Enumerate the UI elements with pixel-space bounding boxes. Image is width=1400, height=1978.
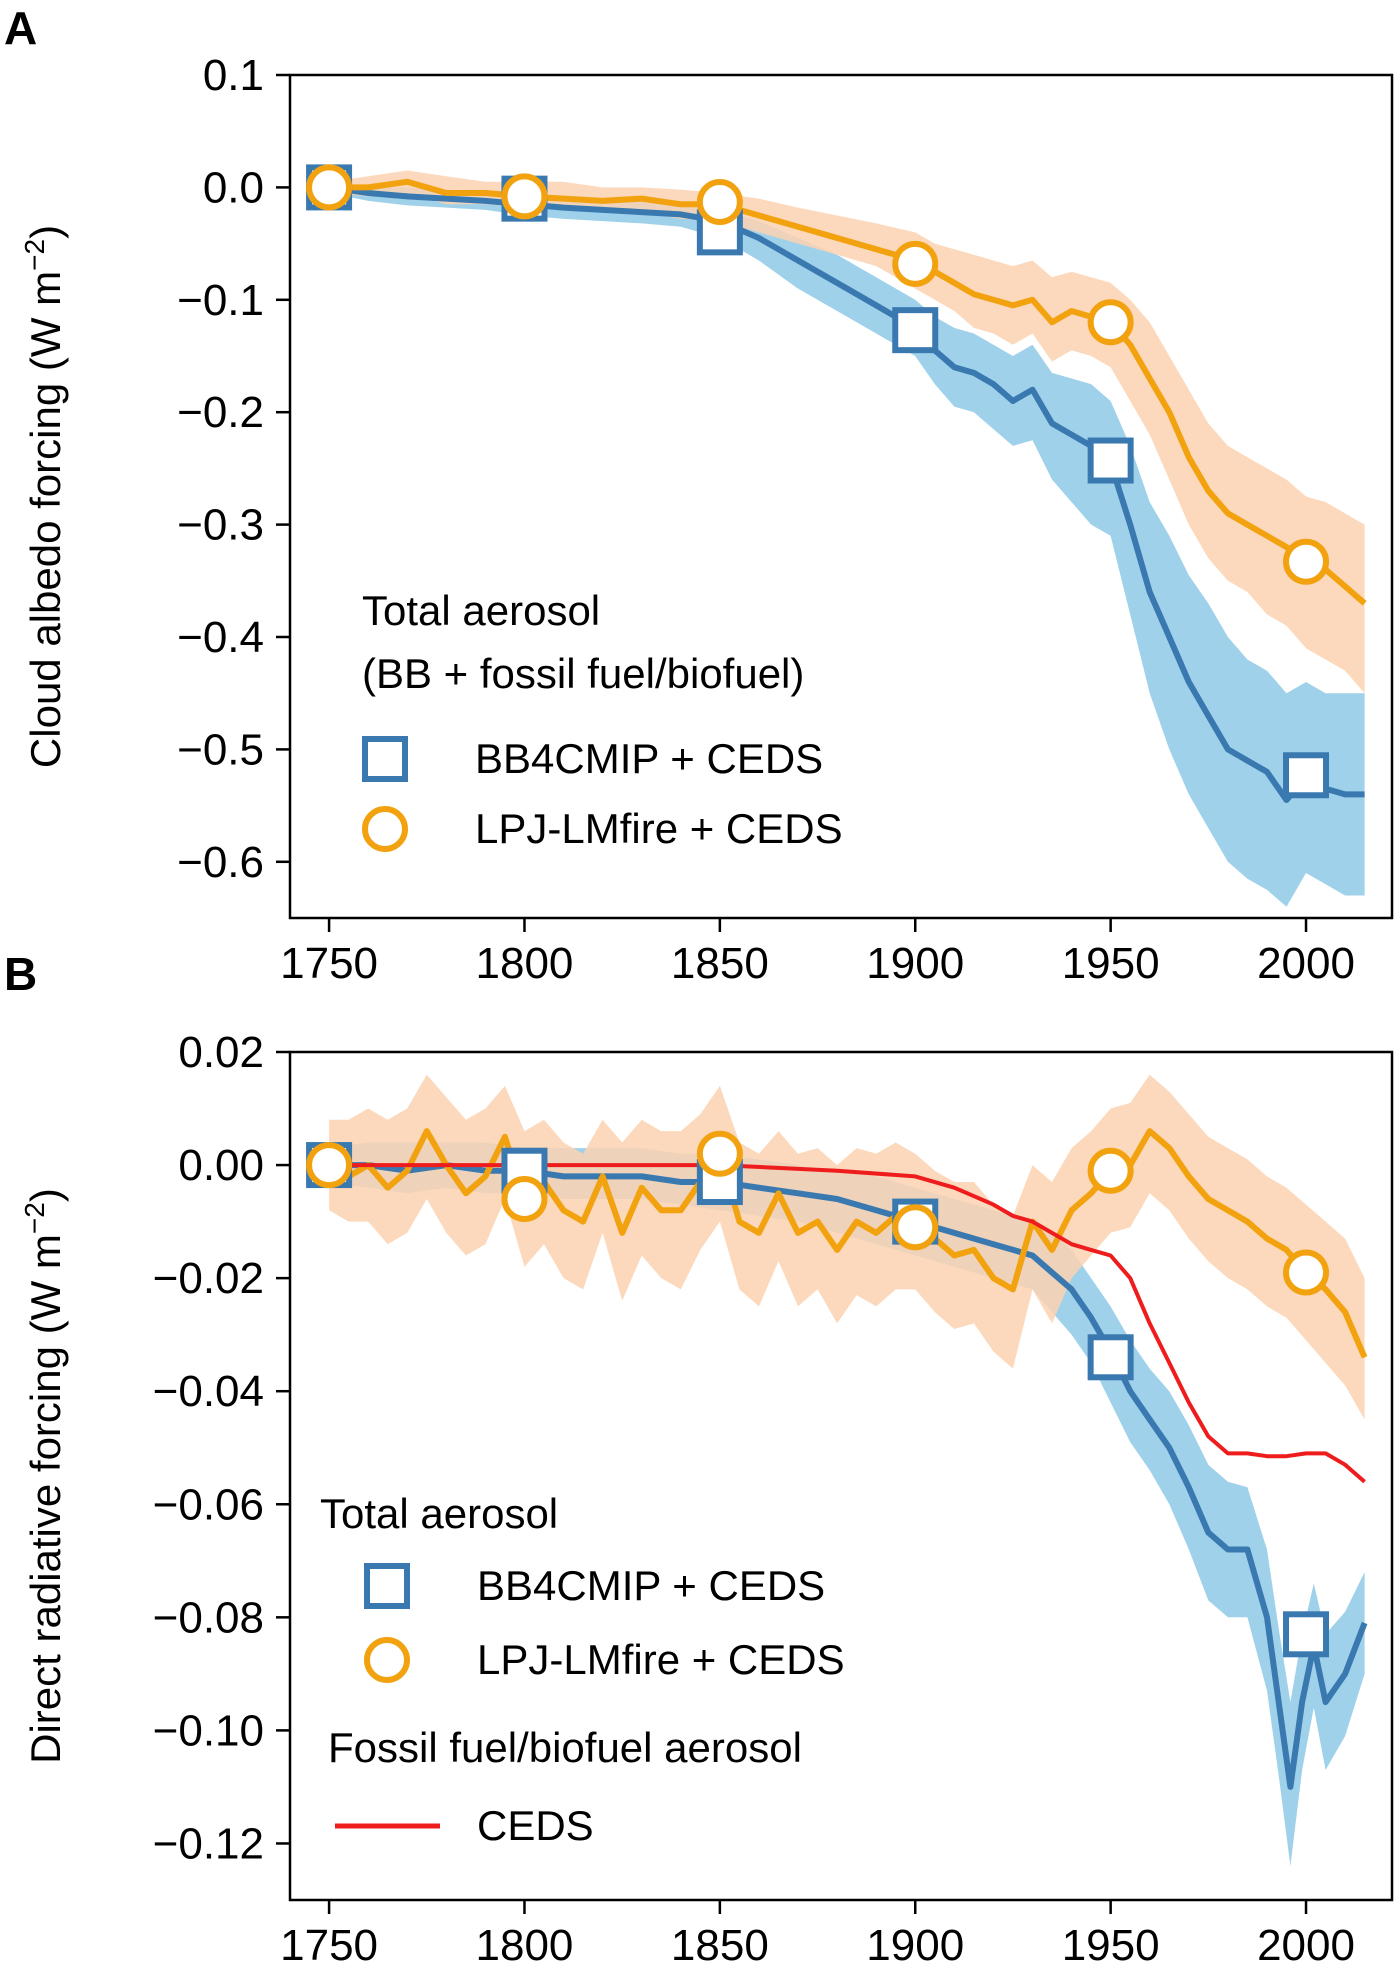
- y-tick-label: −0.6: [177, 838, 264, 887]
- band-bb4cmip-ceds: [329, 1142, 1365, 1867]
- panel-label: A: [4, 2, 37, 54]
- data-point-circle: [501, 173, 548, 220]
- x-tick-label: 1800: [476, 939, 574, 988]
- legend-marker-square: [364, 1563, 410, 1609]
- series-line-ceds: [329, 1163, 1366, 1484]
- legend-label: LPJ-LMfire + CEDS: [477, 1636, 845, 1683]
- y-tick-label: −0.1: [177, 276, 264, 325]
- y-tick-label: −0.10: [153, 1706, 264, 1755]
- x-tick-label: 1950: [1062, 939, 1160, 988]
- data-point-circle: [501, 1175, 548, 1222]
- y-axis-label: Direct radiative forcing (W m−2): [19, 1188, 69, 1764]
- y-tick-label: −0.08: [153, 1593, 264, 1642]
- data-point-circle: [1087, 1147, 1134, 1194]
- data-point-circle: [1283, 538, 1330, 585]
- series-line-lpj-lmfire-ceds: [327, 1128, 1368, 1359]
- x-tick-label: 1900: [866, 939, 964, 988]
- y-tick-label: −0.2: [177, 388, 264, 437]
- data-point-circle: [306, 1142, 353, 1189]
- band-bb4cmip-ceds: [329, 187, 1365, 907]
- data-point-circle: [696, 1130, 743, 1177]
- legend-label: LPJ-LMfire + CEDS: [475, 805, 843, 852]
- y-tick-label: −0.5: [177, 725, 264, 774]
- x-tick-label: 1750: [280, 1921, 378, 1970]
- y-tick-label: 0.02: [178, 1028, 264, 1077]
- data-point-circle: [696, 179, 743, 226]
- legend-marker-circle: [362, 806, 408, 852]
- y-tick-label: −0.04: [153, 1367, 264, 1416]
- series-line-lpj-lmfire-ceds: [329, 178, 1367, 606]
- data-point-square: [1087, 1334, 1134, 1381]
- data-point-circle: [1087, 299, 1134, 346]
- x-tick-label: 1950: [1062, 1921, 1160, 1970]
- data-point-square: [1283, 752, 1330, 799]
- legend-label: BB4CMIP + CEDS: [477, 1562, 825, 1609]
- legend-marker-circle: [364, 1637, 410, 1683]
- legend-title-2: Fossil fuel/biofuel aerosol: [328, 1724, 802, 1771]
- legend: Total aerosol (BB + fossil fuel/biofuel) B…: [362, 587, 843, 852]
- data-point-circle: [892, 1204, 939, 1251]
- x-tick-label: 1800: [476, 1921, 574, 1970]
- legend-label: CEDS: [477, 1802, 594, 1849]
- band-lpj-lmfire-ceds: [329, 1074, 1365, 1420]
- x-tick-label: 2000: [1257, 1921, 1355, 1970]
- y-tick-label: −0.4: [177, 613, 264, 662]
- y-tick-label: −0.3: [177, 501, 264, 550]
- data-point-square: [892, 307, 939, 354]
- series-line-bb4cmip-ceds: [329, 1162, 1368, 1790]
- data-point-square: [1283, 1611, 1330, 1658]
- legend-marker-square: [362, 736, 408, 782]
- legend-title: Total aerosol: [362, 587, 600, 634]
- y-tick-label: 0.00: [178, 1141, 264, 1190]
- y-tick-label: −0.06: [153, 1480, 264, 1529]
- x-tick-label: 1850: [671, 1921, 769, 1970]
- y-axis-label: Cloud albedo forcing (W m−2): [19, 225, 69, 768]
- axes-frame: [288, 73, 1394, 920]
- legend: Total aerosol BB4CMIP + CEDS LPJ-LMfire + …: [320, 1490, 845, 1849]
- y-tick-label: −0.02: [153, 1254, 264, 1303]
- data-point-circle: [892, 240, 939, 287]
- data-point-square: [1087, 437, 1134, 484]
- y-tick-label: 0.0: [203, 163, 264, 212]
- x-tick-label: 2000: [1257, 939, 1355, 988]
- data-point-circle: [306, 164, 353, 211]
- legend-title: Total aerosol: [320, 1490, 558, 1537]
- x-tick-label: 1900: [866, 1921, 964, 1970]
- legend-title: (BB + fossil fuel/biofuel): [362, 650, 804, 697]
- data-point-circle: [1283, 1249, 1330, 1296]
- y-tick-label: −0.12: [153, 1819, 264, 1868]
- panel-a: A Cloud albedo forcing (W m−2) 1750 1800 185…: [4, 2, 1394, 988]
- x-tick-label: 1850: [671, 939, 769, 988]
- series-line-bb4cmip-ceds: [328, 184, 1365, 803]
- y-tick-label: 0.1: [203, 51, 264, 100]
- plot-area: [328, 170, 1367, 907]
- x-tick-label: 1750: [280, 939, 378, 988]
- axes-frame: [288, 1050, 1394, 1902]
- legend-label: BB4CMIP + CEDS: [475, 735, 823, 782]
- panel-label: B: [4, 948, 37, 1000]
- panel-b: B Direct radiative forcing (W m−2) 1750 180…: [4, 948, 1394, 1970]
